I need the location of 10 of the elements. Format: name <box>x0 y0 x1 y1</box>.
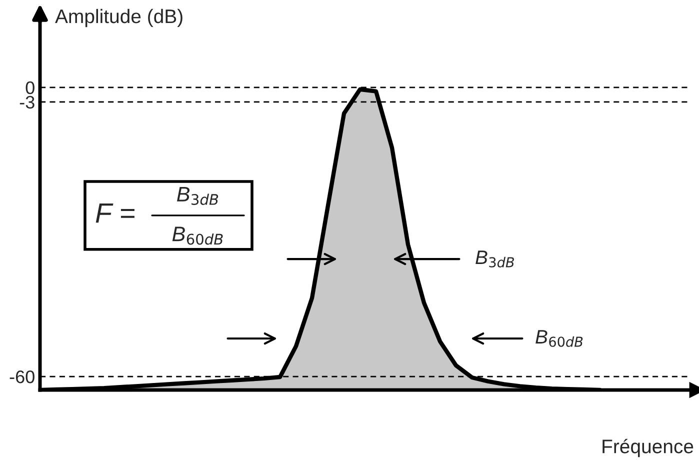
annotation: B$_{3dB}$ <box>176 187 218 205</box>
y-tick-label: 0 <box>26 81 34 94</box>
y-tick-label: -3 <box>20 96 34 109</box>
x-axis-title: Fréquence <box>602 438 694 458</box>
y-tick-label: -60 <box>10 370 34 384</box>
annotation: B$_{60dB}$ <box>536 330 583 347</box>
y-axis-title: Amplitude (dB) <box>55 8 182 28</box>
annotation: B$_{60dB}$ <box>172 226 223 245</box>
annotation: F = <box>96 203 134 223</box>
annotation: B$_{3dB}$ <box>476 250 514 268</box>
